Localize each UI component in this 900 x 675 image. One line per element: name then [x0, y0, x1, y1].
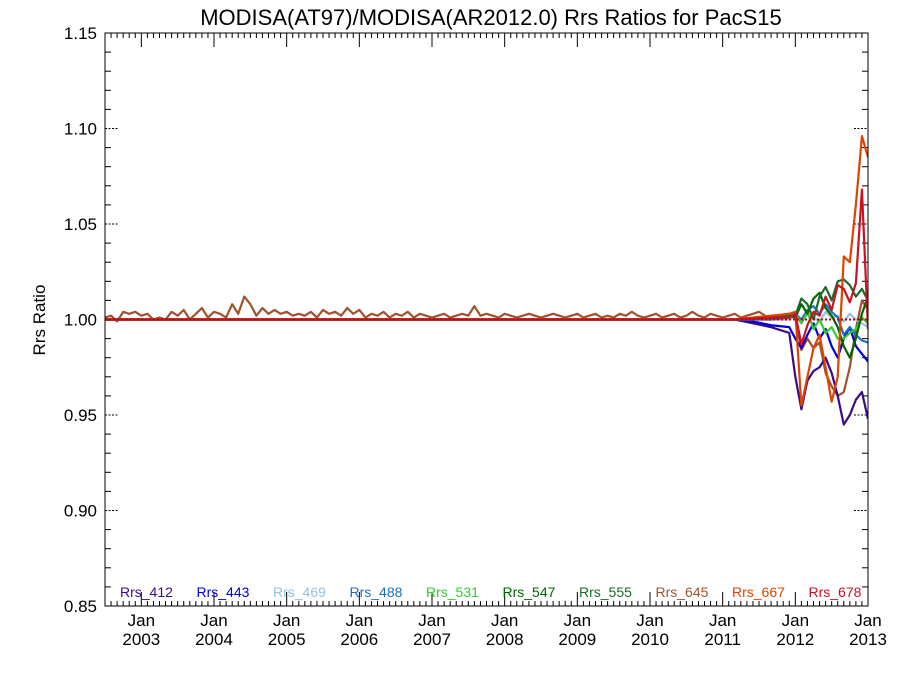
x-tick-month-label: Jan [200, 611, 227, 630]
series-line-rrs-555 [105, 278, 868, 321]
x-tick-year-label: 2012 [776, 630, 814, 649]
x-tick-year-label: 2005 [268, 630, 306, 649]
legend-item-rrs-469: Rrs_469 [273, 584, 326, 600]
y-tick-label: 0.95 [64, 406, 97, 425]
series-line-rrs-531 [105, 310, 868, 340]
x-tick-month-label: Jan [346, 611, 373, 630]
legend-item-rrs-488: Rrs_488 [350, 584, 403, 600]
x-tick-month-label: Jan [128, 611, 155, 630]
series-line-rrs-443 [105, 318, 868, 363]
series-line-rrs-678 [105, 188, 868, 346]
series-line-rrs-547 [105, 291, 868, 359]
x-tick-year-label: 2011 [704, 630, 741, 649]
y-tick-label: 0.85 [64, 597, 97, 616]
x-tick-month-label: Jan [854, 611, 881, 630]
series-line-rrs-645 [105, 295, 868, 397]
x-tick-year-label: 2006 [340, 630, 378, 649]
legend-item-rrs-443: Rrs_443 [197, 584, 250, 600]
x-axis-ticks: Jan2003Jan2004Jan2005Jan2006Jan2007Jan20… [104, 33, 887, 649]
y-tick-label: 0.90 [64, 502, 97, 521]
x-tick-month-label: Jan [564, 611, 591, 630]
legend-item-rrs-667: Rrs_667 [732, 584, 785, 600]
legend-item-rrs-412: Rrs_412 [120, 584, 173, 600]
x-tick-year-label: 2007 [413, 630, 451, 649]
x-tick-year-label: 2009 [558, 630, 596, 649]
x-tick-month-label: Jan [636, 611, 663, 630]
x-tick-year-label: 2004 [195, 630, 233, 649]
y-tick-label: 1.15 [64, 24, 97, 43]
x-tick-year-label: 2013 [849, 630, 887, 649]
series-lines [105, 135, 868, 426]
legend-item-rrs-531: Rrs_531 [426, 584, 479, 600]
legend-item-rrs-678: Rrs_678 [809, 584, 862, 600]
x-tick-month-label: Jan [709, 611, 736, 630]
y-tick-label: 1.10 [64, 120, 97, 139]
legend-item-rrs-645: Rrs_645 [656, 584, 709, 600]
plot-frame [104, 32, 869, 607]
x-tick-month-label: Jan [491, 611, 518, 630]
x-tick-year-label: 2008 [486, 630, 524, 649]
x-tick-month-label: Jan [273, 611, 300, 630]
x-tick-month-label: Jan [782, 611, 809, 630]
y-tick-label: 1.05 [64, 215, 97, 234]
legend-item-rrs-547: Rrs_547 [503, 584, 556, 600]
legend-item-rrs-555: Rrs_555 [579, 584, 632, 600]
x-tick-year-label: 2003 [122, 630, 160, 649]
x-tick-month-label: Jan [418, 611, 445, 630]
y-axis-label: Rrs Ratio [30, 285, 49, 356]
series-line-rrs-412 [105, 318, 868, 426]
y-axis-ticks: 0.85 0.90 0.95 1.00 1.05 1.10 1.15 [64, 24, 868, 616]
series-line-rrs-667 [105, 135, 868, 407]
x-tick-year-label: 2010 [631, 630, 669, 649]
legend: Rrs_412 Rrs_443 Rrs_469 Rrs_488 Rrs_531 Rrs_5… [120, 584, 862, 600]
y-tick-label: 1.00 [64, 311, 97, 330]
chart-title: MODISA(AT97)/MODISA(AR2012.0) Rrs Ratios… [200, 5, 782, 30]
